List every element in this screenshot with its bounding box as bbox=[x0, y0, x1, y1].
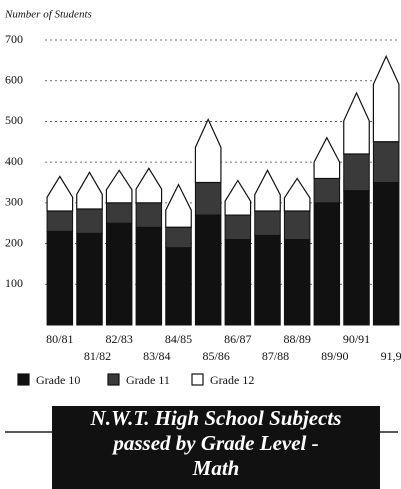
y-axis-title: Number of Students bbox=[4, 9, 92, 21]
bar-segment bbox=[105, 222, 133, 326]
x-tick-label: 91,92 bbox=[381, 349, 401, 363]
bar-segment bbox=[194, 117, 222, 184]
bar-segment bbox=[283, 210, 311, 240]
legend-label: Grade 11 bbox=[126, 373, 170, 387]
bar-segment bbox=[372, 54, 400, 143]
x-tick-label: 89/90 bbox=[321, 349, 348, 363]
bar-segment bbox=[76, 208, 103, 234]
bar-segment bbox=[194, 182, 222, 216]
bar-segment bbox=[105, 202, 133, 224]
bar-segment bbox=[224, 214, 252, 240]
bar-segment bbox=[135, 226, 163, 326]
bar-segment bbox=[194, 214, 222, 326]
x-tick-label: 90/91 bbox=[343, 332, 370, 346]
bar-segment bbox=[76, 232, 103, 326]
x-tick-label: 86/87 bbox=[224, 332, 251, 346]
x-tick-label: 80/81 bbox=[46, 332, 73, 346]
bar-segment bbox=[372, 141, 400, 184]
bar-segment bbox=[46, 210, 74, 232]
bar-segment bbox=[313, 177, 341, 204]
y-tick-label: 100 bbox=[5, 276, 23, 290]
x-tick-label: 88/89 bbox=[283, 332, 310, 346]
bar-segment bbox=[372, 182, 400, 326]
bar-segment bbox=[224, 179, 252, 216]
x-tick-label: 85/86 bbox=[202, 349, 229, 363]
y-tick-label: 600 bbox=[5, 72, 23, 86]
x-tick-label: 87/88 bbox=[262, 349, 289, 363]
bar-segment bbox=[313, 136, 341, 180]
y-tick-label: 400 bbox=[5, 154, 23, 168]
bar-segment bbox=[343, 190, 370, 326]
bar-segment bbox=[254, 168, 281, 212]
bar-segment bbox=[283, 239, 311, 326]
y-tick-label: 500 bbox=[5, 113, 23, 127]
bar-segment bbox=[135, 202, 163, 228]
x-tick-label: 81/82 bbox=[84, 349, 111, 363]
bar-segment bbox=[46, 175, 74, 212]
legend-label: Grade 10 bbox=[36, 373, 80, 387]
bar-segment bbox=[313, 202, 341, 326]
bar-segment bbox=[224, 239, 252, 326]
chart-title: N.W.T. High School Subjects bbox=[90, 406, 342, 430]
bar-segment bbox=[165, 247, 192, 326]
x-tick-label: 84/85 bbox=[165, 332, 192, 346]
bar-segment bbox=[165, 183, 192, 228]
chart-title: Math bbox=[192, 456, 240, 480]
y-tick-label: 300 bbox=[5, 195, 23, 209]
bar-segment bbox=[343, 91, 370, 155]
legend-swatch bbox=[107, 373, 120, 386]
bar-segment bbox=[76, 171, 103, 210]
legend-swatch bbox=[191, 373, 204, 386]
x-tick-label: 82/83 bbox=[105, 332, 132, 346]
bar-segment bbox=[254, 234, 281, 326]
x-tick-label: 83/84 bbox=[143, 349, 170, 363]
title-box bbox=[52, 406, 380, 489]
bar-segment bbox=[283, 177, 311, 212]
bar-segment bbox=[165, 226, 192, 249]
legend-label: Grade 12 bbox=[210, 373, 254, 387]
bar-segment bbox=[135, 167, 163, 204]
bar-segment bbox=[46, 230, 74, 326]
bar-segment bbox=[105, 169, 133, 204]
y-tick-label: 700 bbox=[5, 32, 23, 46]
y-tick-label: 200 bbox=[5, 235, 23, 249]
chart-title: passed by Grade Level - bbox=[111, 431, 318, 455]
bar-segment bbox=[343, 153, 370, 192]
legend-swatch bbox=[17, 373, 30, 386]
bar-segment bbox=[254, 210, 281, 236]
